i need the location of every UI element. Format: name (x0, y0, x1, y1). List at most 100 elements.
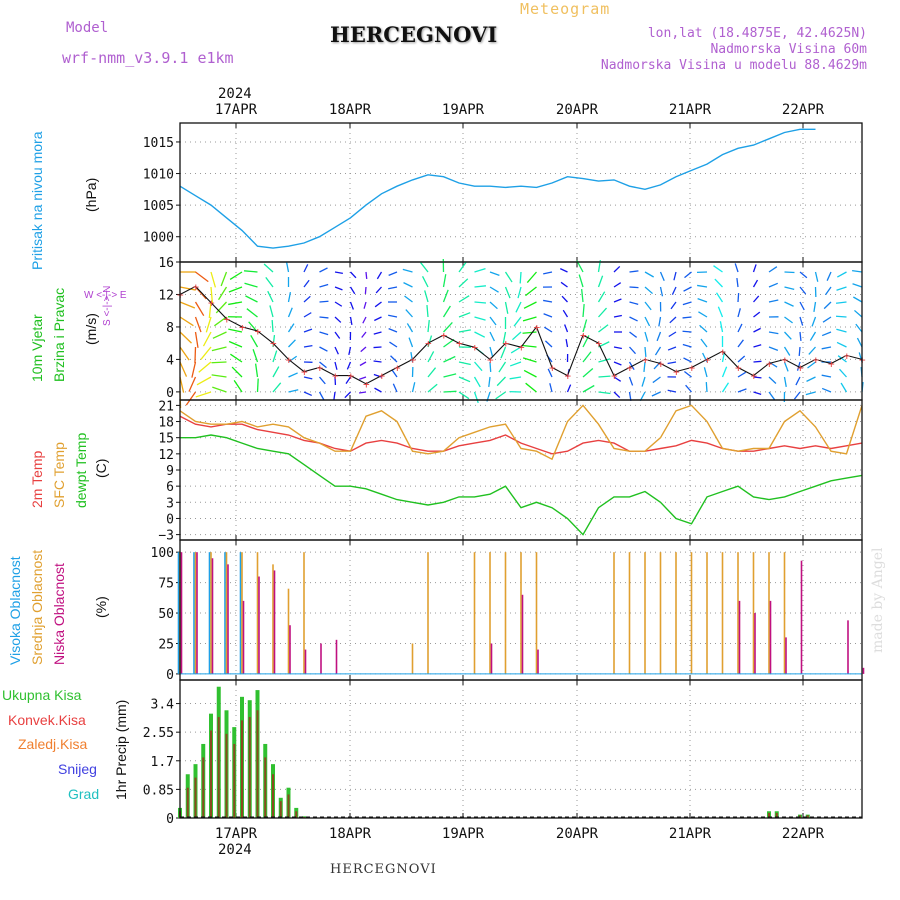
wind-arrow (231, 366, 243, 378)
wind-gust-marker: + (813, 353, 820, 366)
year-label-bottom: 2024 (218, 842, 252, 858)
panel-4: 0 0.85 1.7 2.55 3.4 (143, 679, 863, 827)
precip-legend-total: Ukupna Kisa (2, 687, 82, 703)
wind-arrow (212, 331, 227, 339)
wind-gust-marker: + (658, 357, 665, 370)
wind-arrow (517, 286, 522, 299)
wind-arrow (613, 314, 622, 318)
wind-arrow (208, 301, 212, 318)
wind-arrow (768, 331, 779, 335)
temp-label-3: dewpt Temp (73, 433, 89, 508)
wind-arrow (403, 282, 413, 288)
wind-arrow (474, 285, 487, 288)
wind-arrow (705, 381, 708, 393)
wind-arrow (719, 321, 724, 333)
wind-arrow (213, 316, 227, 327)
wind-arrow (210, 271, 217, 288)
y-tick-label: 18 (158, 416, 174, 431)
wind-arrow (525, 286, 537, 297)
wind-gust-marker: + (301, 366, 308, 379)
wind-arrow (805, 391, 816, 396)
wind-arrow (683, 286, 692, 292)
wind-arrow (504, 301, 509, 314)
model-value: wrf-nmm_v3.9.1 e1km (62, 49, 234, 67)
wind-arrow (359, 376, 367, 380)
precip-bar-conv (264, 757, 267, 818)
wind-arrow (263, 263, 274, 273)
wind-arrow (629, 331, 638, 338)
wind-gust-marker: + (549, 362, 556, 375)
precip-bar-conv (217, 717, 220, 818)
wind-arrow (826, 271, 832, 281)
wind-arrow (702, 352, 708, 363)
wind-arrow (644, 331, 649, 342)
wind-arrow (350, 271, 357, 279)
wind-arrow (752, 279, 759, 288)
meteogram-label: Meteogram (520, 0, 611, 18)
precip-unit: 1hr Precip (mm) (113, 700, 129, 800)
wind-arrow (813, 301, 817, 312)
wind-arrow (629, 346, 637, 355)
wind-arrow (303, 279, 310, 288)
wind-arrow (523, 301, 537, 309)
wind-gust-marker: + (286, 353, 293, 366)
wind-gust-marker: + (689, 362, 696, 375)
wind-arrow (319, 267, 328, 273)
wind-gust-marker: + (348, 370, 355, 383)
wind-arrow (698, 311, 708, 318)
wind-arrow (489, 271, 500, 277)
wind-arrow (359, 361, 367, 367)
wind-arrow (288, 339, 296, 348)
precip-bar-conv (775, 812, 778, 818)
wind-arrow (784, 316, 793, 324)
wind-arrow (673, 271, 677, 281)
wind-arrow (211, 361, 227, 364)
wind-arrow (388, 286, 398, 290)
wind-arrow (196, 376, 212, 386)
y-tick-label: 100 (151, 546, 174, 561)
wind-arrow (303, 345, 313, 348)
wind-arrow (443, 355, 456, 363)
wind-gust-marker: + (270, 337, 277, 350)
wind-arrow (265, 277, 274, 288)
wind-arrow (671, 286, 677, 295)
day-label-bottom: 18APR (329, 826, 372, 842)
day-label-bottom: 17APR (215, 826, 258, 842)
wind-arrow (473, 391, 479, 404)
wind-arrow (404, 295, 413, 303)
wind-arrow (515, 301, 522, 313)
wind-arrow (658, 316, 662, 327)
wind-gust-marker: + (239, 321, 246, 334)
wind-arrow (228, 301, 243, 306)
wind-arrow (211, 374, 227, 378)
wind-arrow (362, 316, 367, 324)
precip-legend-snow: Snijeg (58, 761, 97, 777)
wind-arrow (768, 266, 778, 273)
wind-arrow (374, 316, 382, 322)
wind-arrow (319, 300, 329, 303)
wind-arrow (420, 262, 429, 273)
altitude-text: Nadmorska Visina 60m (710, 42, 867, 57)
wind-arrow (565, 339, 569, 348)
wind-arrow (852, 283, 863, 288)
wind-gust-marker: + (611, 370, 618, 383)
wind-arrow (768, 282, 778, 288)
wind-arrow (795, 376, 801, 386)
cloud-label-3: Niska Oblacnost (51, 563, 67, 665)
wind-arrow (217, 286, 228, 301)
wind-arrow (644, 286, 653, 295)
wind-arrow (837, 271, 847, 278)
precip-bar-conv (202, 757, 205, 818)
wind-arrow (544, 326, 553, 333)
wind-gust-marker: + (751, 370, 758, 383)
wind-gust-marker: + (673, 366, 680, 379)
wind-arrow (798, 346, 801, 357)
wind-arrow (421, 276, 429, 288)
wind-arrow (489, 331, 495, 342)
wind-arrow (685, 384, 692, 393)
wind-arrow (256, 378, 259, 393)
wind-arrow (215, 301, 227, 314)
wind-arrow (753, 311, 761, 318)
precip-bar-conv (287, 794, 290, 818)
wind-arrow (737, 323, 743, 333)
